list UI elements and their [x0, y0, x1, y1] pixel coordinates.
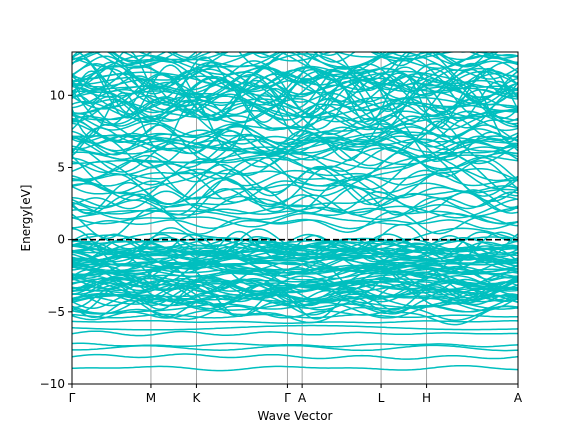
x-tick-label: H	[422, 391, 431, 405]
band-line	[72, 97, 518, 131]
band-line	[72, 70, 518, 122]
band-line	[72, 92, 518, 137]
band-line	[72, 53, 518, 87]
band-line	[72, 264, 518, 299]
x-tick-label: Γ	[284, 391, 291, 405]
band-line	[72, 198, 518, 220]
band-line	[72, 89, 518, 122]
band-line	[72, 68, 518, 96]
x-tick-label: A	[298, 391, 307, 405]
band-line	[72, 155, 518, 190]
band-line	[72, 147, 518, 197]
band-lines	[72, 52, 518, 372]
band-line	[72, 166, 518, 187]
band-line	[72, 342, 518, 348]
band-line	[72, 227, 518, 253]
band-line	[72, 165, 518, 207]
band-line	[112, 52, 488, 68]
band-line	[72, 207, 518, 218]
band-line	[72, 113, 518, 145]
y-tick-label: −10	[40, 377, 65, 391]
x-tick-label: K	[192, 391, 201, 405]
band-line	[72, 179, 518, 216]
band-line	[72, 290, 518, 307]
band-line	[72, 115, 518, 169]
band-line	[72, 85, 518, 120]
plot-frame	[71, 51, 519, 385]
band-line	[72, 324, 518, 331]
y-axis-ticks: −10 −5 0 5 10	[40, 88, 72, 391]
band-line	[72, 154, 518, 200]
band-line	[72, 92, 518, 121]
x-tick-label: L	[378, 391, 385, 405]
band-line	[72, 319, 518, 324]
band-line	[72, 142, 518, 173]
x-tick-label: A	[514, 391, 523, 405]
x-axis-title: Wave Vector	[258, 409, 333, 423]
y-tick-label: 10	[50, 88, 65, 102]
band-line	[72, 126, 518, 152]
band-line	[72, 135, 518, 155]
band-line	[72, 240, 518, 263]
y-tick-label: −5	[47, 305, 65, 319]
band-line	[72, 98, 518, 129]
band-line	[72, 57, 518, 122]
band-line	[72, 299, 518, 319]
y-tick-label: 0	[57, 233, 65, 247]
band-line	[72, 261, 518, 292]
band-line	[72, 190, 518, 212]
band-line	[72, 135, 518, 161]
band-line	[72, 305, 518, 321]
band-line	[72, 219, 518, 230]
band-line	[72, 163, 518, 206]
band-line	[72, 212, 518, 228]
band-line	[110, 52, 499, 64]
band-line	[72, 97, 518, 123]
band-line	[72, 146, 518, 186]
band-line	[72, 251, 518, 263]
band-line	[72, 191, 518, 215]
band-line	[72, 353, 518, 360]
band-line	[72, 66, 518, 129]
band-line	[72, 177, 518, 200]
y-axis-title: Energy[eV]	[19, 185, 33, 252]
x-tick-label: M	[146, 391, 156, 405]
band-line	[72, 65, 518, 90]
band-line	[72, 301, 518, 319]
band-line	[72, 330, 518, 337]
band-line	[72, 70, 518, 98]
band-line	[72, 270, 518, 296]
band-line	[72, 74, 518, 151]
band-line	[72, 249, 518, 265]
band-line	[72, 124, 518, 146]
band-line	[72, 52, 518, 84]
band-line	[72, 230, 518, 260]
x-tick-label: Γ	[69, 391, 76, 405]
band-line	[72, 364, 518, 372]
band-line	[93, 52, 518, 69]
band-line	[72, 52, 482, 69]
band-line	[72, 262, 518, 275]
band-line	[72, 292, 518, 312]
band-line	[72, 291, 518, 304]
band-line	[72, 305, 518, 326]
y-tick-label: 5	[57, 160, 65, 174]
band-line	[72, 235, 518, 258]
band-line	[72, 277, 518, 294]
band-line	[72, 67, 518, 121]
